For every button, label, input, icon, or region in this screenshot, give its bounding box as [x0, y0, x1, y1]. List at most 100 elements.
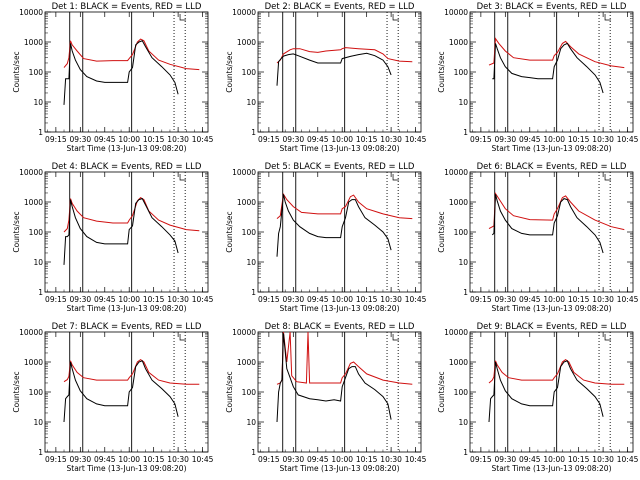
panel-2-xtick-label: 10:00 — [331, 135, 353, 144]
panel-3-events-line — [492, 42, 604, 94]
panel-8-ytick-label: 10 — [246, 418, 256, 427]
panel-7-xtick-label: 09:15 — [45, 455, 67, 464]
panel-6-xtick-label: 10:00 — [543, 295, 565, 304]
panel-5-ytick-label: 10 — [246, 258, 256, 267]
panel-1-xtick-label: 09:45 — [94, 135, 116, 144]
panel-1-xtick-label: 09:30 — [70, 135, 92, 144]
panel-3-xtick-label: 09:30 — [495, 135, 517, 144]
panel-9-xtick-label: 09:45 — [519, 455, 541, 464]
panel-3-xtick-label: 10:15 — [568, 135, 590, 144]
panel-8-ytick-label: 1000 — [237, 358, 256, 367]
panel-9-ytick-label: 10000 — [444, 328, 468, 337]
panel-7-ytick-label: 10 — [33, 418, 43, 427]
panel-8-ytick-label: 100 — [242, 388, 257, 397]
panel-4-xtick-label: 09:30 — [70, 295, 92, 304]
panel-2-lld-line — [276, 47, 413, 64]
panel-5-title: Det 5: BLACK = Events, RED = LLD — [265, 162, 415, 172]
panel-9-xtick-label: 09:15 — [470, 455, 492, 464]
panel-2-xtick-label: 09:45 — [307, 135, 329, 144]
panel-8-ytick-label: 1 — [251, 448, 256, 457]
panel-8-xlabel: Start Time (13-Jun-13 09:08:20) — [280, 464, 400, 473]
panel-5-ytick-label: 1000 — [237, 198, 256, 207]
panel-4-ytick-label: 10000 — [19, 168, 43, 177]
panel-3-xtick-label: 10:30 — [592, 135, 614, 144]
panel-7-ytick-label: 1 — [38, 448, 43, 457]
panel-5-xtick-label: 10:00 — [331, 295, 353, 304]
panel-1-ytick-label: 100 — [29, 68, 44, 77]
panel-7-xlabel: Start Time (13-Jun-13 09:08:20) — [67, 464, 187, 473]
panel-8-lld-line — [276, 331, 413, 385]
panel-2-xtick-label: 09:30 — [283, 135, 305, 144]
panel-2-xtick-label: 10:45 — [405, 135, 427, 144]
panel-2-ytick-label: 10 — [246, 98, 256, 107]
panel-2-ytick-label: 1 — [251, 128, 256, 137]
panel-5-events-line — [276, 194, 392, 257]
panel-1-ylabel: Counts/sec — [12, 51, 21, 92]
panel-8-title: Det 8: BLACK = Events, RED = LLD — [265, 322, 415, 332]
panel-1-lld-line — [63, 38, 200, 71]
panel-4-ylabel: Counts/sec — [12, 211, 21, 252]
panel-2-events-line — [276, 52, 392, 86]
panel-2-ytick-label: 100 — [242, 68, 257, 77]
panel-8-xtick-label: 09:30 — [283, 455, 305, 464]
panel-7-xtick-label: 10:30 — [167, 455, 189, 464]
panel-5-xtick-label: 09:15 — [258, 295, 280, 304]
panel-7-xtick-label: 10:15 — [143, 455, 165, 464]
panel-9-xtick-label: 10:00 — [543, 455, 565, 464]
panel-1-ytick-label: 1000 — [24, 38, 43, 47]
panel-6-lld-line — [488, 192, 625, 231]
panel-1-events-line — [63, 40, 179, 105]
panel-2-xtick-label: 09:15 — [258, 135, 280, 144]
panel-6-ytick-label: 10 — [458, 258, 468, 267]
panel-6-xtick-label: 10:15 — [568, 295, 590, 304]
panel-8-ylabel: Counts/sec — [225, 371, 234, 412]
panel-5-ylabel: Counts/sec — [225, 211, 234, 252]
panel-6-xlabel: Start Time (13-Jun-13 09:08:20) — [492, 304, 612, 313]
panel-6-xtick-label: 09:30 — [495, 295, 517, 304]
panel-9-ytick-label: 1000 — [449, 358, 468, 367]
panel-1-xtick-label: 09:15 — [45, 135, 67, 144]
panel-2-title: Det 2: BLACK = Events, RED = LLD — [265, 2, 415, 12]
panel-6-corner-marker — [604, 174, 612, 181]
panel-2-corner-marker — [392, 14, 400, 21]
panel-6-xtick-label: 09:45 — [519, 295, 541, 304]
panel-6-ytick-label: 1 — [463, 288, 468, 297]
panel-3-xtick-label: 10:45 — [617, 135, 639, 144]
panel-5-xtick-label: 09:30 — [283, 295, 305, 304]
panel-3-xtick-label: 09:45 — [519, 135, 541, 144]
panel-8-xtick-label: 10:00 — [331, 455, 353, 464]
panel-6-ylabel: Counts/sec — [437, 211, 446, 252]
panel-3-lld-line — [488, 37, 625, 69]
panel-7-ytick-label: 1000 — [24, 358, 43, 367]
panel-4-events-line — [63, 197, 179, 265]
panel-8-corner-marker — [392, 334, 400, 341]
panel-9-xtick-label: 10:30 — [592, 455, 614, 464]
panel-6-xtick-label: 10:45 — [617, 295, 639, 304]
panel-3-title: Det 3: BLACK = Events, RED = LLD — [477, 2, 627, 12]
panel-2-ytick-label: 10000 — [232, 8, 256, 17]
panel-7-corner-marker — [179, 334, 187, 341]
panel-9-xtick-label: 10:15 — [568, 455, 590, 464]
panel-2-xlabel: Start Time (13-Jun-13 09:08:20) — [280, 144, 400, 153]
panel-1-xtick-label: 10:45 — [192, 135, 214, 144]
panel-4-ytick-label: 1 — [38, 288, 43, 297]
panel-7-title: Det 7: BLACK = Events, RED = LLD — [52, 322, 202, 332]
panel-6-xtick-label: 09:15 — [470, 295, 492, 304]
panel-4-xtick-label: 09:15 — [45, 295, 67, 304]
panel-5-xtick-label: 09:45 — [307, 295, 329, 304]
panel-1-xtick-label: 10:15 — [143, 135, 165, 144]
panel-1-xtick-label: 10:00 — [118, 135, 140, 144]
panel-2-xtick-label: 10:15 — [356, 135, 378, 144]
panel-7-events-line — [63, 360, 179, 423]
panel-8-xtick-label: 10:30 — [380, 455, 402, 464]
panel-6-events-line — [491, 194, 604, 254]
panel-6-ytick-label: 10000 — [444, 168, 468, 177]
panel-5-ytick-label: 100 — [242, 228, 257, 237]
panel-3-ytick-label: 1000 — [449, 38, 468, 47]
panel-3-xlabel: Start Time (13-Jun-13 09:08:20) — [492, 144, 612, 153]
panel-5-ytick-label: 10000 — [232, 168, 256, 177]
panel-1-ytick-label: 10000 — [19, 8, 43, 17]
panel-9-xlabel: Start Time (13-Jun-13 09:08:20) — [492, 464, 612, 473]
panel-8-xtick-label: 10:15 — [356, 455, 378, 464]
